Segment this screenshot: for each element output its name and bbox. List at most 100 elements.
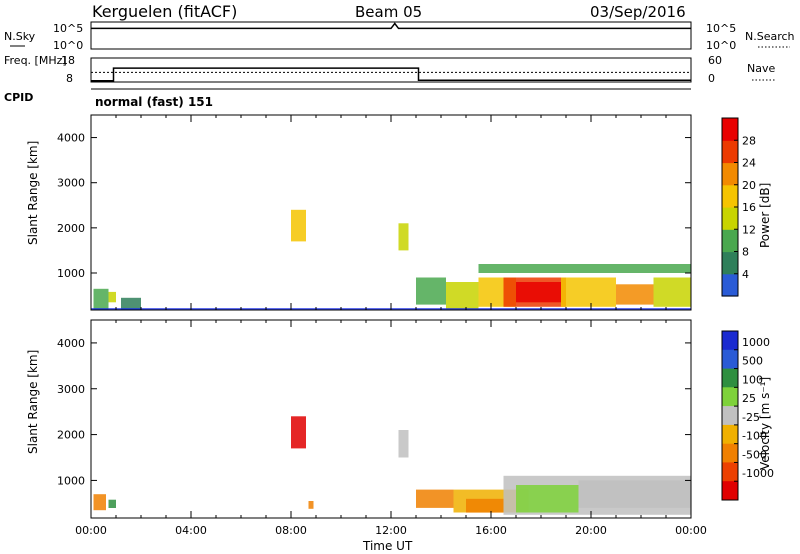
freq-tick-right-bottom: 0 xyxy=(708,72,715,85)
heatmap-cell xyxy=(93,494,106,511)
power-ylabel: Slant Range [km] xyxy=(26,141,40,245)
velocity-colorbar: 1000 500 100 25 -25 -100 -500 -1000 xyxy=(721,330,774,501)
freq-tick-left-top: 18 xyxy=(61,54,75,67)
freq-frame xyxy=(90,57,692,83)
x-tick-label: 16:00 xyxy=(475,524,507,537)
power-x-ticks xyxy=(90,115,692,310)
colorbar-band xyxy=(722,481,738,501)
nsky-tick-left-top: 10^5 xyxy=(53,22,83,35)
heatmap-cell xyxy=(416,489,454,508)
y-tick-label: 4000 xyxy=(57,337,85,350)
velocity-ylabel: Slant Range [km] xyxy=(26,350,40,454)
station-title: Kerguelen (fitACF) xyxy=(92,2,237,21)
power-panel: 1000 2000 3000 4000 Slant Range [km] 4 8 12 16… xyxy=(26,114,772,311)
heatmap-cell xyxy=(121,297,141,310)
colorbar-tick-label: 500 xyxy=(742,355,763,368)
colorbar-band xyxy=(722,184,738,208)
colorbar-band xyxy=(722,406,738,426)
y-tick-label: 1000 xyxy=(57,267,85,280)
x-tick-label: 08:00 xyxy=(275,524,307,537)
y-tick-label: 4000 xyxy=(57,132,85,145)
colorbar-tick-label: -1000 xyxy=(742,467,774,480)
colorbar-band xyxy=(722,368,738,388)
colorbar-tick-label: 8 xyxy=(742,246,749,259)
colorbar-tick-label: 28 xyxy=(742,134,756,147)
y-tick-label: 2000 xyxy=(57,222,85,235)
colorbar-tick-label: 20 xyxy=(742,179,756,192)
freq-panel: Freq. [MHz] 18 8 60 0 Nave xyxy=(4,54,775,85)
velocity-x-ticks: 00:00 04:00 08:00 12:00 16:00 20:00 00:00 xyxy=(75,320,707,537)
x-axis-label: Time UT xyxy=(362,539,413,553)
nave-label: Nave xyxy=(747,62,775,75)
colorbar-tick-label: 1000 xyxy=(742,336,770,349)
velocity-y-ticks: 1000 2000 3000 4000 xyxy=(57,337,691,487)
x-tick-label: 04:00 xyxy=(175,524,207,537)
heatmap-cell xyxy=(416,277,446,305)
colorbar-band xyxy=(722,349,738,370)
nsky-label: N.Sky xyxy=(4,30,36,43)
colorbar-band xyxy=(722,118,738,141)
colorbar-tick-label: -25 xyxy=(742,411,760,424)
nsky-frame xyxy=(90,21,692,50)
y-tick-label: 3000 xyxy=(57,383,85,396)
heatmap-cell xyxy=(616,284,654,305)
power-y-ticks: 1000 2000 3000 4000 xyxy=(57,132,691,280)
nsky-series-line xyxy=(91,22,691,30)
colorbar-band xyxy=(722,273,738,297)
y-tick-label: 3000 xyxy=(57,177,85,190)
colorbar-tick-label: -100 xyxy=(742,430,767,443)
colorbar-band xyxy=(722,331,738,351)
colorbar-band xyxy=(722,162,738,186)
colorbar-band xyxy=(722,229,738,253)
velocity-panel: 1000 2000 3000 4000 00:00 04:00 08:00 12:00 16:… xyxy=(26,319,774,553)
colorbar-band xyxy=(722,140,738,164)
cpid-value: normal (fast) 151 xyxy=(95,95,213,109)
heatmap-cell xyxy=(398,223,409,251)
x-tick-label: 00:00 xyxy=(675,524,707,537)
colorbar-tick-label: 4 xyxy=(742,268,749,281)
colorbar-tick-label: 12 xyxy=(742,223,756,236)
colorbar-band xyxy=(722,387,738,407)
x-tick-label: 00:00 xyxy=(75,524,107,537)
freq-tick-left-bottom: 8 xyxy=(66,72,73,85)
colorbar-tick-label: -500 xyxy=(742,448,767,461)
colorbar-band xyxy=(722,443,738,463)
power-cells xyxy=(91,209,691,310)
freq-series-line xyxy=(91,67,691,82)
heatmap-cell xyxy=(653,277,691,307)
heatmap-cell xyxy=(516,282,561,303)
colorbar-tick-label: 24 xyxy=(742,157,756,170)
y-tick-label: 1000 xyxy=(57,474,85,487)
cpid-label: CPID xyxy=(4,91,33,104)
nsky-tick-left-bottom: 10^0 xyxy=(53,39,83,52)
power-colorbar: 4 8 12 16 20 24 28 xyxy=(721,117,756,297)
heatmap-cell xyxy=(466,498,504,513)
heatmap-cell xyxy=(93,288,109,310)
velocity-colorbar-label: Velocity [m s⁻¹] xyxy=(758,377,772,470)
heatmap-cell xyxy=(561,277,616,307)
heatmap-cell xyxy=(291,416,306,449)
heatmap-cell xyxy=(478,264,691,273)
colorbar-band xyxy=(722,424,738,445)
freq-label: Freq. [MHz] xyxy=(4,54,67,67)
heatmap-cell xyxy=(108,291,116,303)
nsky-panel: N.Sky 10^5 10^0 10^5 10^0 N.Search xyxy=(4,21,795,52)
power-colorbar-label: Power [dB] xyxy=(758,183,772,248)
velocity-cells xyxy=(93,416,691,515)
heatmap-cell xyxy=(291,209,306,242)
colorbar-band xyxy=(722,251,738,275)
colorbar-tick-label: 100 xyxy=(742,373,763,386)
colorbar-tick-label: 16 xyxy=(742,201,756,214)
colorbar-tick-label: 25 xyxy=(742,392,756,405)
heatmap-cell xyxy=(446,282,479,310)
date-title: 03/Sep/2016 xyxy=(590,3,686,21)
y-tick-label: 2000 xyxy=(57,429,85,442)
heatmap-cell xyxy=(578,480,691,508)
heatmap-cell xyxy=(108,499,116,508)
x-tick-label: 20:00 xyxy=(575,524,607,537)
heatmap-cell xyxy=(398,430,409,458)
beam-title: Beam 05 xyxy=(355,3,422,21)
colorbar-band xyxy=(722,207,738,230)
heatmap-cell xyxy=(308,501,314,509)
